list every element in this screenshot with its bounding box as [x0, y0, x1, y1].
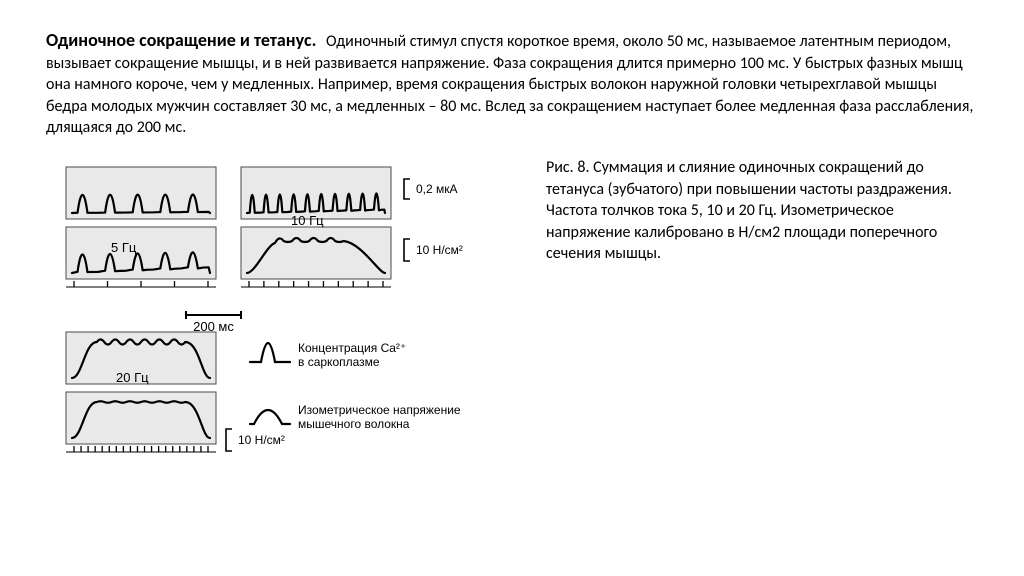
svg-text:5 Гц: 5 Гц — [111, 240, 137, 255]
svg-text:200 мс: 200 мс — [193, 319, 234, 334]
page-title: Одиночное сокращение и тетанус. — [46, 29, 316, 51]
figure: 5 Гц 10 Гц 20 Гц 200 мс 0,2 мкА 10 Н/см² 10 Н/… — [46, 157, 526, 477]
svg-text:в саркоплазме: в саркоплазме — [298, 355, 380, 369]
intro-paragraph: Одиночное сокращение и тетанус. Одиночны… — [46, 28, 978, 139]
svg-text:10 Гц: 10 Гц — [291, 213, 324, 228]
svg-text:Изометрическое напряжение: Изометрическое напряжение — [298, 403, 461, 417]
svg-text:0,2 мкА: 0,2 мкА — [416, 182, 458, 196]
figure-caption: Рис. 8. Суммация и слияние одиночных сок… — [546, 157, 978, 265]
svg-text:20 Гц: 20 Гц — [116, 370, 149, 385]
svg-text:Концентрация Ca²⁺: Концентрация Ca²⁺ — [298, 341, 406, 355]
svg-text:10 Н/см²: 10 Н/см² — [238, 433, 285, 447]
svg-text:мышечного волокна: мышечного волокна — [298, 417, 410, 431]
svg-text:10 Н/см²: 10 Н/см² — [416, 243, 463, 257]
